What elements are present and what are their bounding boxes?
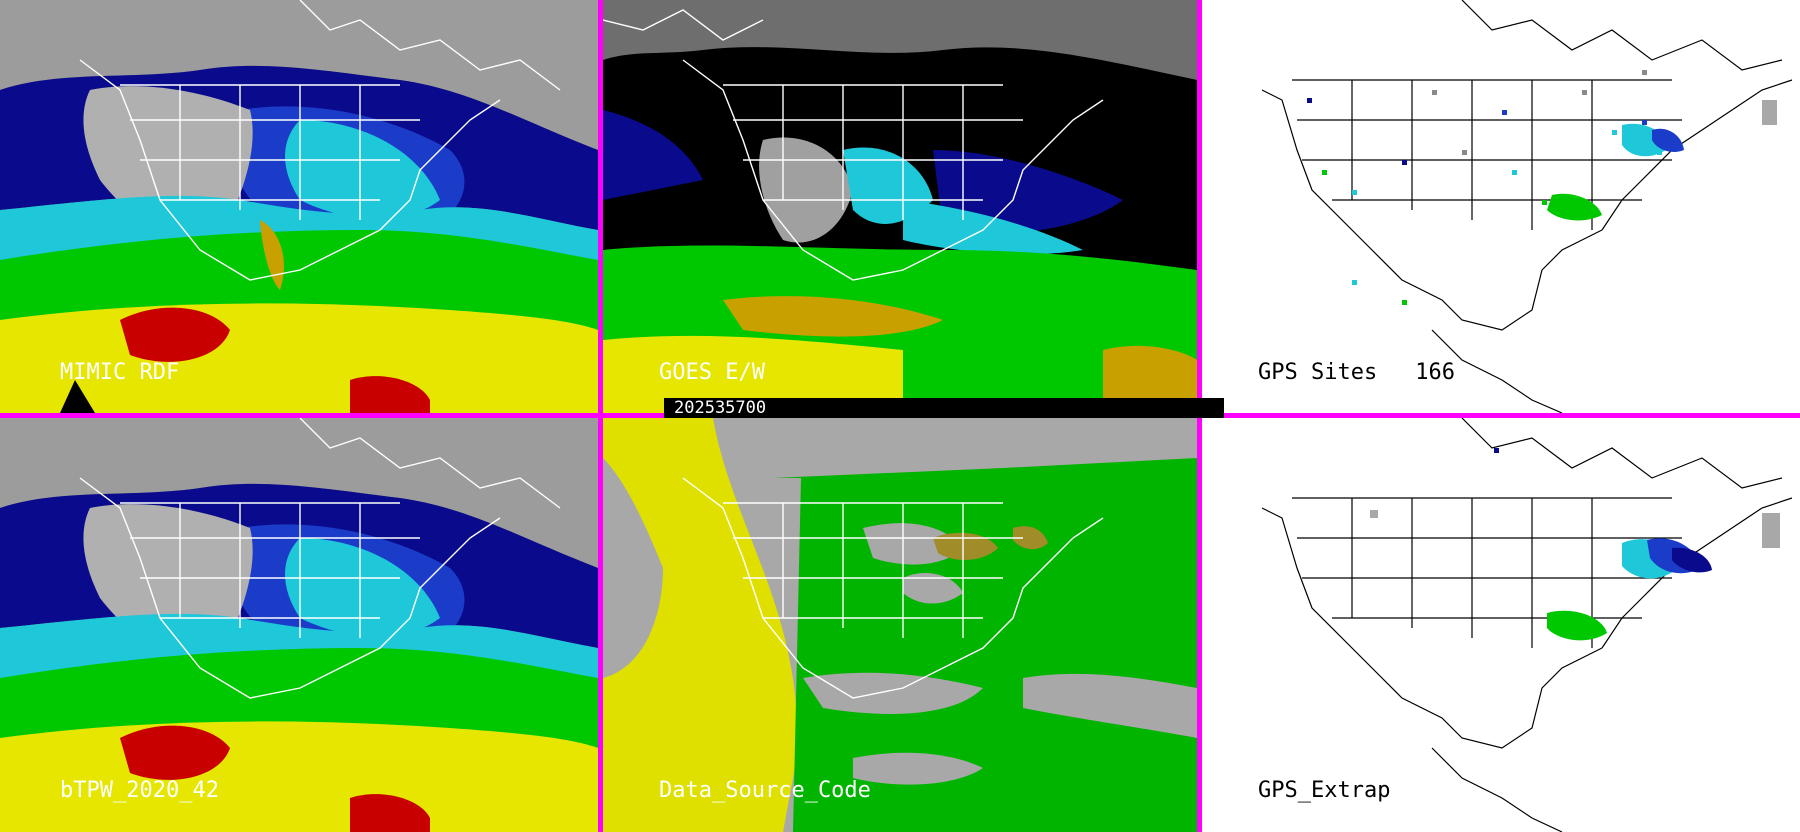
panel-btpw: bTPW_2020_42 — [0, 418, 598, 832]
moisture-map-btpw — [0, 418, 598, 832]
data-source-map — [603, 418, 1197, 832]
timestamp-bar: 202535700 — [664, 398, 1224, 418]
moisture-map-mimic — [0, 0, 598, 413]
panel-gps-extrap: GPS_Extrap — [1202, 418, 1800, 832]
panel-label: Data_Source_Code — [659, 778, 871, 803]
gps-site-markers — [1307, 70, 1777, 305]
panel-label: GPS Sites 166 — [1258, 360, 1455, 385]
panel-data-source-code: Data_Source_Code — [603, 418, 1197, 832]
panel-gps-sites: GPS Sites 166 — [1202, 0, 1800, 413]
panel-label: GPS_Extrap — [1258, 778, 1391, 803]
moisture-map-goes — [603, 0, 1197, 413]
gps-sites-count: 166 — [1415, 360, 1455, 385]
panel-goes-ew: GOES E/W — [603, 0, 1197, 413]
panel-label: bTPW_2020_42 — [60, 778, 219, 803]
panel-mimic-rdf: MIMIC RDF — [0, 0, 598, 413]
gps-sites-title: GPS Sites — [1258, 360, 1378, 385]
panel-label: GOES E/W — [659, 360, 765, 385]
gps-sites-map — [1202, 0, 1800, 413]
gps-extrap-map — [1202, 418, 1800, 832]
panel-label: MIMIC RDF — [60, 360, 180, 385]
